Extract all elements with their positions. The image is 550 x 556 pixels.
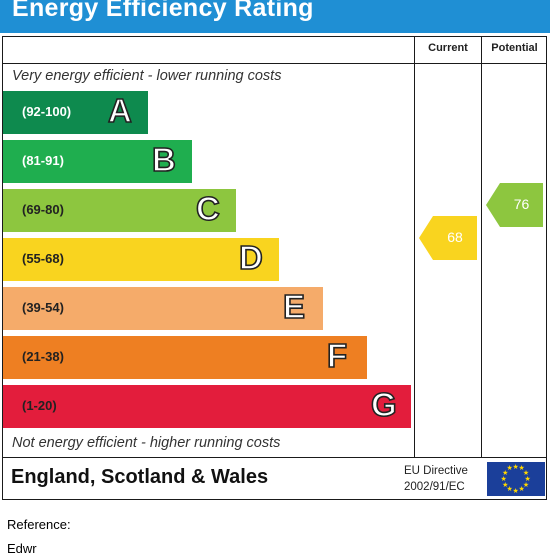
band-e: (39-54) E bbox=[3, 287, 323, 330]
potential-rating-value: 76 bbox=[513, 195, 530, 212]
eu-star-icon: ★ bbox=[502, 481, 509, 489]
band-b: (81-91) B bbox=[3, 140, 192, 183]
band-range-label: (69-80) bbox=[22, 202, 64, 217]
eu-star-icon: ★ bbox=[522, 469, 530, 477]
reference-label: Reference: bbox=[7, 517, 71, 532]
band-letter: G bbox=[370, 385, 397, 424]
band-letter: A bbox=[107, 91, 132, 130]
directive-line-2: 2002/91/EC bbox=[404, 481, 465, 493]
eu-star-icon: ★ bbox=[506, 485, 513, 493]
chart-title: Energy Efficiency Rating bbox=[12, 0, 314, 22]
eu-star-icon: ★ bbox=[518, 485, 525, 493]
band-range-label: (81-91) bbox=[22, 153, 64, 168]
potential-rating-arrow-shape bbox=[486, 182, 543, 227]
eu-star-icon: ★ bbox=[524, 475, 531, 483]
current-rating-arrow-shape bbox=[419, 216, 477, 260]
current-rating-arrow bbox=[419, 216, 477, 260]
potential-column-divider bbox=[481, 36, 482, 457]
band-letter: C bbox=[195, 189, 220, 228]
current-column-header: Current bbox=[428, 42, 468, 54]
title-banner: Energy Efficiency Rating bbox=[0, 0, 550, 33]
second-line-label: Edwr bbox=[7, 541, 37, 556]
eu-star-icon: ★ bbox=[512, 463, 519, 471]
potential-column-header: Potential bbox=[491, 42, 538, 54]
footer-rule bbox=[2, 457, 547, 458]
band-letter: F bbox=[326, 336, 348, 375]
eu-star-icon: ★ bbox=[502, 469, 509, 477]
region-label: England, Scotland & Wales bbox=[11, 466, 269, 488]
band-range-label: (39-54) bbox=[22, 300, 64, 315]
band-range-label: (1-20) bbox=[22, 398, 57, 413]
current-column-divider bbox=[414, 36, 415, 457]
band-range-label: (21-38) bbox=[22, 349, 64, 364]
band-g: (1-20) G bbox=[3, 385, 411, 428]
eu-star-icon: ★ bbox=[506, 465, 513, 473]
band-range-label: (55-68) bbox=[22, 251, 64, 266]
directive-line-1: EU Directive bbox=[404, 465, 468, 477]
band-c: (69-80) C bbox=[3, 189, 236, 232]
eu-star-icon: ★ bbox=[518, 465, 525, 473]
band-range-label: (92-100) bbox=[22, 104, 72, 119]
header-rule bbox=[2, 63, 547, 64]
top-caption: Very energy efficient - lower running co… bbox=[12, 68, 282, 84]
band-d: (55-68) D bbox=[3, 238, 279, 281]
eu-star-icon: ★ bbox=[522, 481, 530, 489]
band-letter: E bbox=[282, 287, 306, 326]
potential-rating-arrow bbox=[486, 182, 543, 227]
band-letter: B bbox=[151, 140, 176, 179]
band-f: (21-38) F bbox=[3, 336, 367, 379]
current-rating-value: 68 bbox=[447, 229, 463, 245]
bottom-caption: Not energy efficient - higher running co… bbox=[12, 435, 281, 451]
chart-frame bbox=[2, 36, 547, 500]
eu-star-icon: ★ bbox=[512, 487, 519, 495]
band-a: (92-100) A bbox=[3, 91, 148, 134]
eu-flag-icon: ★ ★ ★ ★ ★ ★ ★ ★ ★ ★ ★ ★ bbox=[487, 462, 545, 496]
band-letter: D bbox=[238, 238, 263, 277]
eu-star-icon: ★ bbox=[500, 475, 507, 483]
